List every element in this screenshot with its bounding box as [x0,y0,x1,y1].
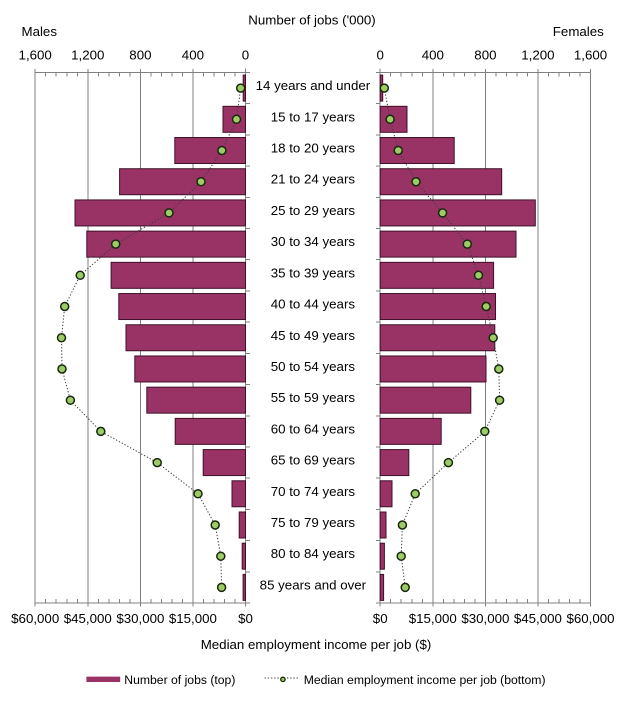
svg-text:50 to 54 years: 50 to 54 years [271,359,356,374]
svg-text:25 to 29 years: 25 to 29 years [271,203,356,218]
svg-text:70 to 74 years: 70 to 74 years [271,484,356,499]
svg-text:30 to 34 years: 30 to 34 years [271,234,356,249]
svg-text:85 years and over: 85 years and over [260,577,367,592]
svg-text:0: 0 [376,48,383,63]
svg-text:400: 400 [182,48,204,63]
svg-text:18 to 20 years: 18 to 20 years [271,141,356,156]
svg-text:$15,000: $15,000 [169,611,217,626]
svg-text:$60,000: $60,000 [11,611,59,626]
svg-text:$15,000: $15,000 [409,611,457,626]
svg-text:Median employment income per j: Median employment income per job (bottom… [304,673,546,687]
svg-text:21 to 24 years: 21 to 24 years [271,172,356,187]
svg-text:Females: Females [553,24,604,39]
svg-text:$45,000: $45,000 [64,611,112,626]
svg-text:Median employment income per j: Median employment income per job ($) [201,637,432,652]
svg-text:1,200: 1,200 [71,48,104,63]
svg-text:$45,000: $45,000 [514,611,562,626]
svg-text:14 years and under: 14 years and under [256,78,371,93]
svg-text:55 to 59 years: 55 to 59 years [271,390,356,405]
svg-text:1,600: 1,600 [19,48,52,63]
svg-text:15 to 17 years: 15 to 17 years [271,109,356,124]
svg-text:800: 800 [474,48,496,63]
svg-text:Males: Males [22,24,58,39]
svg-text:1,200: 1,200 [521,48,554,63]
svg-text:65 to 69 years: 65 to 69 years [271,453,356,468]
svg-text:80 to 84 years: 80 to 84 years [271,546,356,561]
svg-text:45 to 49 years: 45 to 49 years [271,328,356,343]
svg-text:35 to 39 years: 35 to 39 years [271,265,356,280]
svg-text:Number of jobs (top): Number of jobs (top) [124,673,235,687]
svg-text:$0: $0 [373,611,388,626]
svg-text:800: 800 [129,48,151,63]
svg-text:$30,000: $30,000 [116,611,164,626]
svg-text:$0: $0 [238,611,253,626]
svg-text:$30,000: $30,000 [461,611,509,626]
svg-text:75 to 79 years: 75 to 79 years [271,515,356,530]
svg-text:1,600: 1,600 [574,48,607,63]
svg-text:$60,000: $60,000 [566,611,614,626]
svg-text:60 to 64 years: 60 to 64 years [271,421,356,436]
svg-text:400: 400 [422,48,444,63]
svg-text:Number of jobs ('000): Number of jobs ('000) [248,13,375,28]
svg-text:0: 0 [242,48,249,63]
svg-text:40 to 44 years: 40 to 44 years [271,297,356,312]
